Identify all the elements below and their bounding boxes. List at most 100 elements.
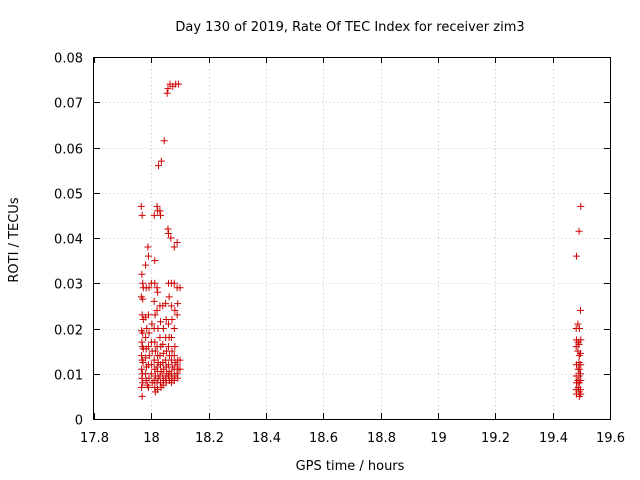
chart-title: Day 130 of 2019, Rate Of TEC Index for r… [175,20,524,35]
data-point [156,207,164,215]
data-point [165,361,173,369]
data-point [157,211,165,219]
data-point [144,383,152,391]
x-tick-label: 19 [430,431,447,446]
data-point [138,365,146,373]
data-point [159,325,167,332]
data-point [167,356,175,364]
data-point [150,356,158,364]
y-tick-label: 0.08 [54,52,83,67]
data-point [144,243,152,251]
y-tick-label: 0.02 [54,324,83,339]
data-point [174,374,182,382]
data-point [153,202,161,210]
x-tick-label: 18.4 [252,431,281,446]
y-tick-label: 0.01 [54,369,83,384]
data-point [164,225,172,233]
x-tick-labels: 17.8 18 18.2 18.4 18.6 18.8 19 19.2 19.4 19.6 [80,431,625,446]
data-point [168,315,176,323]
data-point [145,329,153,337]
data-point [577,377,585,385]
y-tick-label: 0 [75,414,83,429]
y-tick-label: 0.07 [54,97,83,112]
data-point [153,306,161,314]
data-point [155,162,162,170]
data-point [175,80,183,88]
data-point [151,347,159,355]
data-point [151,338,159,346]
data-point [151,257,159,265]
data-point [170,352,178,360]
data-point [151,279,159,287]
data-point [173,361,181,369]
data-point [176,365,184,373]
data-point [139,358,147,366]
data-point [151,311,159,319]
data-point [173,311,181,319]
data-point [153,284,161,292]
x-tick-label: 17.8 [80,431,109,446]
data-point [138,383,146,391]
data-point [168,347,176,355]
data-point [167,302,175,310]
data-point [576,349,584,357]
data-point [165,229,173,237]
x-tick-label: 19.4 [539,431,568,446]
data-point [577,336,585,344]
data-point [176,356,184,364]
data-point [170,325,178,332]
x-tick-label: 18 [143,431,160,446]
data-point [162,300,170,308]
data-point [157,318,165,326]
data-point [577,390,585,398]
data-point [575,325,583,332]
x-tick-label: 18.6 [309,431,338,446]
data-point [167,234,175,242]
x-tick-label: 19.6 [596,431,625,446]
data-point [163,89,171,97]
data-point [167,334,175,342]
data-point [170,243,178,251]
x-tick-label: 18.8 [367,431,396,446]
data-point [138,270,146,278]
y-tick-label: 0.04 [54,233,83,248]
y-tick-label: 0.03 [54,278,83,293]
data-point [165,293,173,301]
data-point [138,338,146,346]
data-point [173,239,181,247]
data-point [575,340,583,348]
y-tick-label: 0.05 [54,188,83,203]
data-point [143,325,151,332]
data-point [142,334,150,342]
data-point [173,370,181,378]
data-point [165,343,173,351]
data-point [142,261,150,269]
data-points [137,80,585,400]
data-point [144,311,152,319]
x-tick-label: 19.2 [481,431,510,446]
data-point [145,374,153,382]
data-point [142,354,150,362]
data-point [148,320,156,328]
data-point [150,211,158,219]
y-tick-label: 0.06 [54,143,83,158]
y-axis-label: ROTI / TECUs [7,197,22,282]
data-point [171,343,179,351]
data-point [138,211,146,219]
data-point [576,306,584,314]
plot-frame [93,57,611,420]
data-point [138,374,146,382]
data-point [165,320,173,328]
data-point [577,361,585,369]
y-tick-labels: 0 0.01 0.02 0.03 0.04 0.05 0.06 0.07 0.08 [54,52,83,429]
data-point [160,137,168,145]
data-point [576,370,584,378]
data-point [148,361,156,369]
data-point [176,284,184,292]
x-tick-label: 18.2 [195,431,224,446]
data-point [139,279,147,287]
data-point [572,252,580,260]
data-point [150,297,158,305]
data-point [575,227,583,235]
